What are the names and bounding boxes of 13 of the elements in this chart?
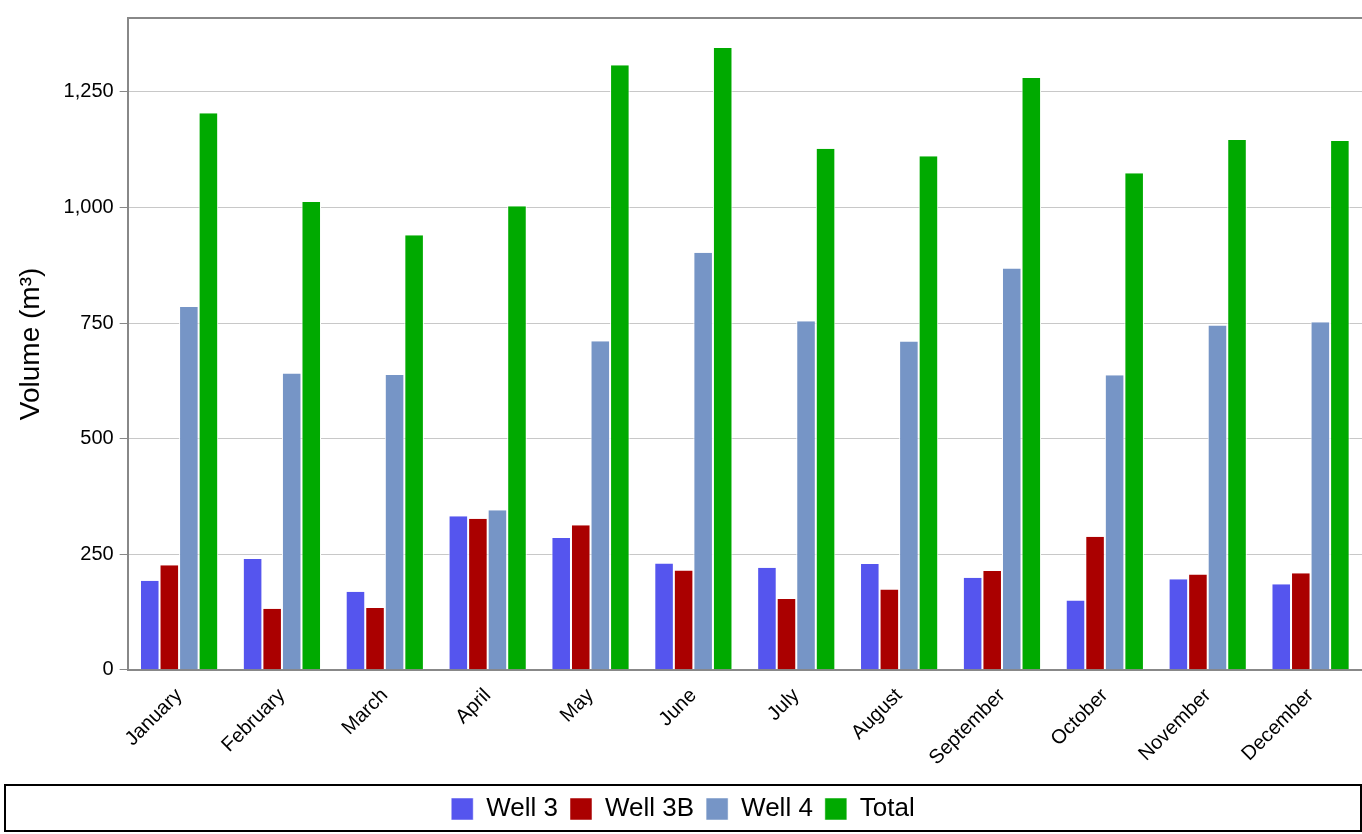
y-tick-label: 1,250 [63,79,114,102]
legend-label: Total [859,792,915,823]
y-tick-label: 1,000 [63,195,114,218]
y-tick-label: 0 [102,657,114,680]
legend-label: Well 3 [486,792,558,823]
y-tick-label: 250 [80,541,114,564]
x-tick-label: July [762,683,803,725]
legend-label: Well 3B [604,792,695,823]
y-tick-label: 500 [80,426,114,449]
y-tick-label: 750 [80,310,114,333]
y-axis-title: Volume (m³) [13,267,45,421]
legend-label: Well 4 [741,792,813,823]
x-tick-label: May [554,683,598,726]
